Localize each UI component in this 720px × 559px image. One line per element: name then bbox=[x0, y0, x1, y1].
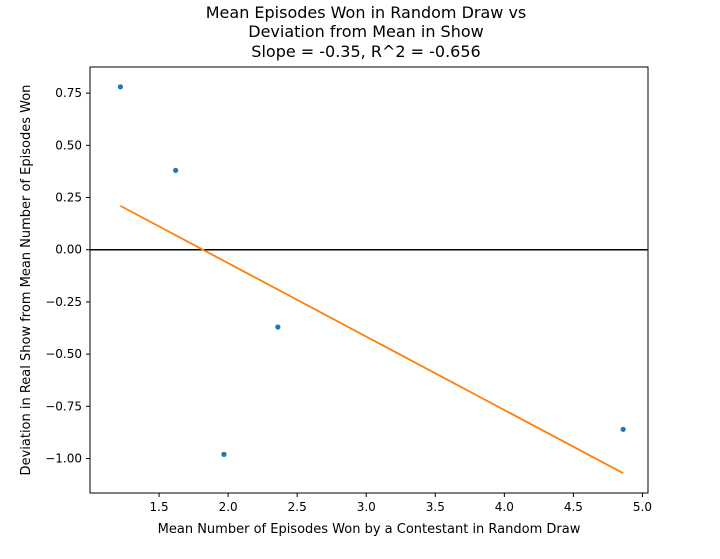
y-tick-label: −0.75 bbox=[45, 399, 82, 413]
y-tick-label: 0.50 bbox=[55, 138, 82, 152]
x-axis-label: Mean Number of Episodes Won by a Contest… bbox=[158, 522, 581, 537]
chart-title-line-1: Mean Episodes Won in Random Draw vs bbox=[206, 3, 527, 22]
x-tick-label: 1.5 bbox=[150, 500, 169, 514]
x-tick-label: 2.0 bbox=[219, 500, 238, 514]
x-tick-label: 4.0 bbox=[495, 500, 514, 514]
plot-area bbox=[90, 84, 648, 474]
y-tick-label: 0.25 bbox=[55, 191, 82, 205]
chart-title-line-2: Deviation from Mean in Show bbox=[248, 22, 483, 41]
y-tick-label: −0.25 bbox=[45, 295, 82, 309]
data-point bbox=[173, 167, 179, 173]
data-point bbox=[620, 426, 626, 432]
x-tick-label: 3.5 bbox=[426, 500, 445, 514]
y-tick-label: −0.50 bbox=[45, 347, 82, 361]
y-tick-label: −1.00 bbox=[45, 452, 82, 466]
data-point bbox=[221, 451, 227, 457]
data-point bbox=[275, 324, 281, 330]
x-tick-label: 4.5 bbox=[564, 500, 583, 514]
y-axis-label: Deviation in Real Show from Mean Number … bbox=[19, 85, 34, 476]
x-tick-label: 3.0 bbox=[357, 500, 376, 514]
x-tick-label: 2.5 bbox=[288, 500, 307, 514]
x-tick-label: 5.0 bbox=[633, 500, 652, 514]
y-tick-label: 0.00 bbox=[55, 243, 82, 257]
y-tick-label: 0.75 bbox=[55, 86, 82, 100]
chart-title-line-3: Slope = -0.35, R^2 = -0.656 bbox=[251, 42, 480, 61]
fit-line bbox=[119, 205, 624, 474]
chart-title: Mean Episodes Won in Random Draw vs Devi… bbox=[206, 3, 527, 61]
plot-frame bbox=[89, 66, 649, 494]
x-axis: 1.5 2.0 2.5 3.0 3.5 4.0 4.5 5.0 bbox=[150, 493, 652, 514]
y-axis: 0.75 0.50 0.25 0.00 −0.25 −0.50 −0.75 −1.00 bbox=[45, 86, 90, 466]
data-point bbox=[117, 84, 123, 90]
